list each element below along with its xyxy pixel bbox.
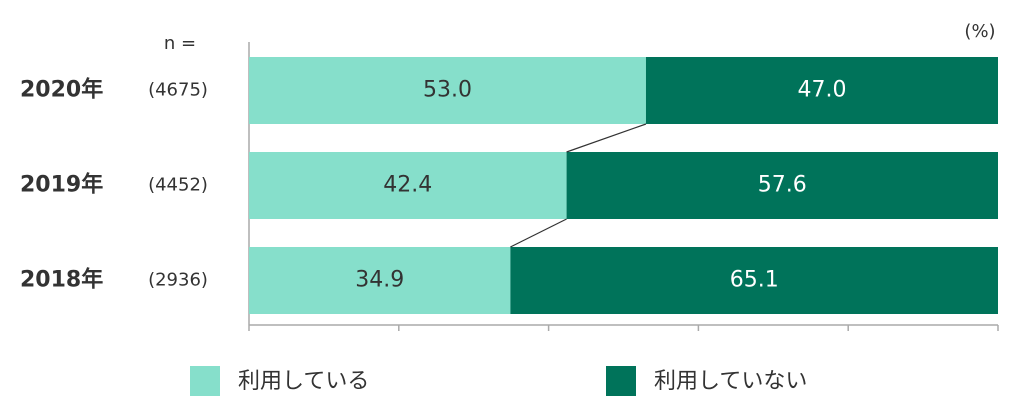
value-label: 42.4 xyxy=(383,173,432,198)
category-label: 2019年 xyxy=(20,172,103,198)
n-header: n = xyxy=(164,33,196,54)
bar-segment xyxy=(566,152,998,219)
value-label: 34.9 xyxy=(355,268,404,293)
bar-segment xyxy=(249,57,646,124)
category-label: 2018年 xyxy=(20,267,103,293)
value-label: 65.1 xyxy=(730,268,779,293)
legend-swatch xyxy=(606,366,636,396)
connector-line xyxy=(566,123,647,153)
legend-label: 利用していない xyxy=(654,369,807,394)
bar-segment xyxy=(510,247,998,314)
bar-segment xyxy=(249,247,511,314)
category-label: 2020年 xyxy=(20,77,103,103)
value-label: 47.0 xyxy=(797,78,846,103)
value-label: 57.6 xyxy=(758,173,807,198)
bar-segment xyxy=(645,57,998,124)
value-label: 53.0 xyxy=(423,78,472,103)
connector-line xyxy=(510,218,567,248)
legend-label: 利用している xyxy=(238,369,369,394)
n-label: (2936) xyxy=(148,270,208,291)
bar-segment xyxy=(249,152,567,219)
unit-label: (%) xyxy=(964,21,995,42)
n-label: (4675) xyxy=(148,80,208,101)
legend-swatch xyxy=(190,366,220,396)
n-label: (4452) xyxy=(148,175,208,196)
